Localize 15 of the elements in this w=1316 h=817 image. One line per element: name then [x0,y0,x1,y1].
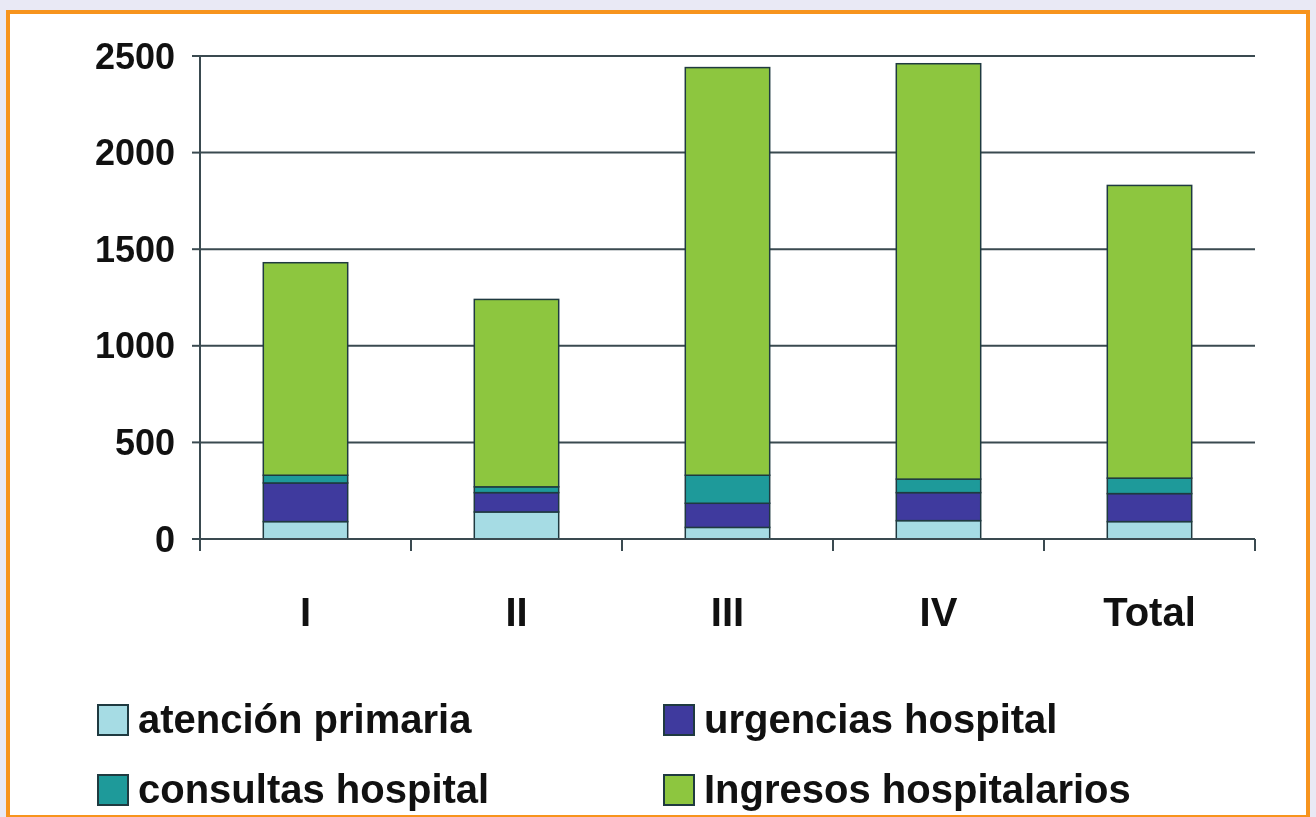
y-tick-label: 500 [114,422,175,463]
x-tick-label: IV [919,590,958,634]
legend-label: Ingresos hospitalarios [704,767,1131,811]
x-tick-label: II [505,590,528,634]
x-tick-label: Total [1103,590,1196,634]
legend-label: urgencias hospital [704,697,1058,741]
y-tick-label: 0 [154,518,175,560]
x-tick-label: III [710,590,745,634]
y-tick-label: 1000 [94,325,175,367]
x-tick-label: I [299,590,312,634]
legend-label: consultas hospital [138,767,490,811]
y-tick-label: 1500 [94,228,175,270]
y-tick-label: 2500 [94,35,175,77]
legend-label: atención primaria [138,697,473,741]
y-tick-label: 2000 [94,132,175,174]
